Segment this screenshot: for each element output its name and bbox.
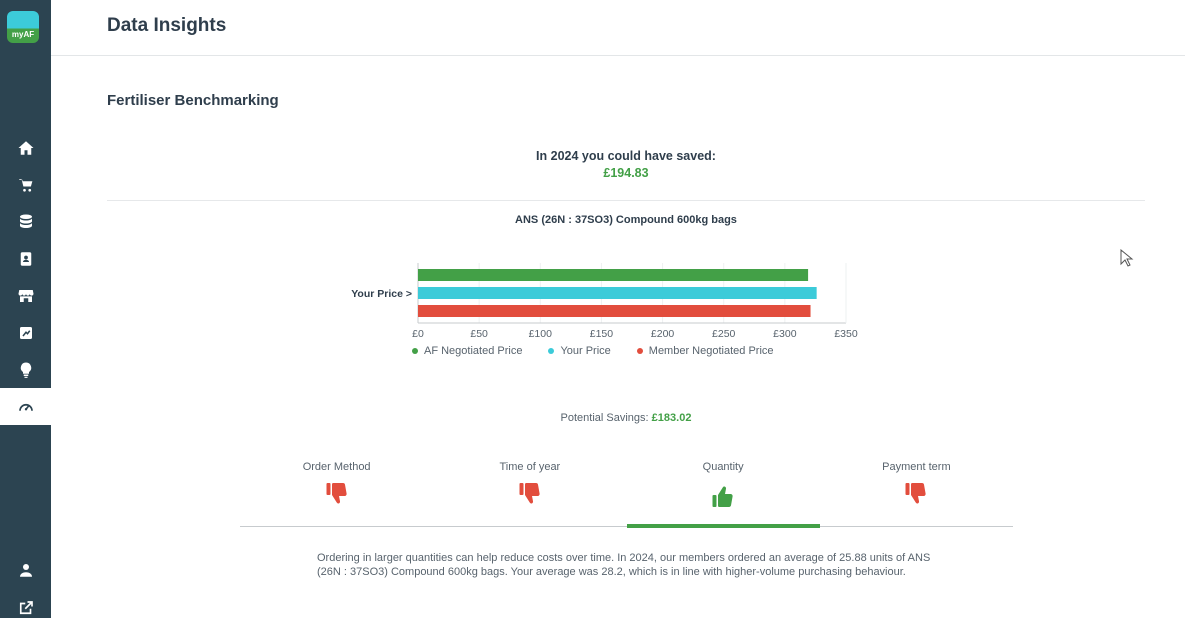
legend-item: Your Price (548, 345, 611, 357)
chart-title: ANS (26N : 37SO3) Compound 600kg bags (515, 214, 737, 226)
sidebar-item-home[interactable] (0, 129, 51, 166)
sidebar-item-ideas[interactable] (0, 351, 51, 388)
lightbulb-icon (20, 362, 31, 378)
section-title: Fertiliser Benchmarking (107, 92, 279, 109)
sidebar-item-external[interactable] (0, 589, 51, 626)
legend-dot (636, 348, 643, 354)
user-icon (19, 563, 32, 577)
sidebar-item-shop[interactable] (0, 166, 51, 203)
saved-text: In 2024 you could have saved: (536, 149, 716, 163)
sidebar: myAF (0, 0, 51, 618)
sidebar-item-reports[interactable] (0, 314, 51, 351)
page-title: Data Insights (107, 15, 227, 36)
database-icon (19, 214, 32, 228)
sidebar-item-insights[interactable] (0, 388, 51, 425)
chart-box-icon (19, 326, 32, 339)
tab-label: Payment term (882, 461, 951, 473)
potential-savings-label: Potential Savings: (560, 412, 649, 424)
benchmark-chart: £0 £50 £100 £150 £200 £250 £300 £350 Your Price … (351, 263, 858, 340)
legend-label: Your Price (560, 345, 611, 357)
sidebar-item-store[interactable] (0, 277, 51, 314)
bar-af-negotiated-price (418, 269, 809, 281)
insight-description: Ordering in larger quantities can help r… (317, 552, 931, 578)
tab-label: Time of year (499, 461, 561, 473)
x-tick-label: £250 (712, 328, 736, 340)
page-header: Data Insights (51, 0, 1185, 56)
legend-item: AF Negotiated Price (412, 345, 522, 357)
legend-dot (548, 348, 555, 354)
app-logo[interactable]: myAF (7, 11, 39, 43)
category-label: Your Price > (351, 288, 412, 300)
mouse-cursor-icon (1120, 249, 1134, 267)
speedometer-icon (18, 403, 33, 411)
home-icon (18, 140, 33, 155)
external-link-icon (19, 600, 33, 614)
x-tick-label: £200 (651, 328, 675, 340)
sidebar-item-profile[interactable] (0, 551, 51, 588)
sidebar-item-data[interactable] (0, 203, 51, 240)
thumbs-down-icon (519, 483, 540, 504)
x-tick-label: £100 (529, 328, 553, 340)
x-tick-label: £150 (590, 328, 614, 340)
store-icon (18, 289, 33, 302)
chart-legend: AF Negotiated Price Your Price Member Nego… (412, 345, 774, 357)
potential-savings-amount: £183.02 (651, 412, 692, 424)
bar-your-price (418, 287, 817, 299)
tab-payment-term[interactable]: Payment term (820, 455, 1013, 526)
x-tick-label: £0 (412, 328, 424, 340)
contact-book-icon (20, 251, 31, 266)
bar-member-negotiated-price (418, 305, 811, 317)
tab-time-of-year[interactable]: Time of year (433, 455, 626, 526)
tab-quantity[interactable]: Quantity (626, 455, 821, 528)
x-tick-label: £350 (834, 328, 858, 340)
thumbs-down-icon (905, 483, 927, 504)
saved-amount: £194.83 (603, 166, 649, 180)
tab-label: Quantity (702, 461, 744, 473)
cart-icon (18, 178, 32, 192)
tab-label: Order Method (302, 461, 371, 473)
potential-savings: Potential Savings: £183.02 (107, 412, 1145, 424)
legend-label: Member Negotiated Price (648, 345, 774, 357)
benchmark-tabs: Order Method Time of year Quantity Payment … (240, 455, 1013, 528)
tab-order-method[interactable]: Order Method (240, 455, 433, 526)
x-tick-label: £50 (470, 328, 488, 340)
sidebar-item-contacts[interactable] (0, 240, 51, 277)
legend-dot (412, 348, 418, 354)
thumbs-up-icon (712, 486, 733, 507)
x-tick-label: £300 (773, 328, 797, 340)
divider (107, 200, 1145, 201)
legend-label: AF Negotiated Price (424, 345, 523, 357)
logo-text: myAF (11, 30, 35, 39)
thumbs-down-icon (326, 483, 347, 504)
legend-item: Member Negotiated Price (636, 345, 774, 357)
